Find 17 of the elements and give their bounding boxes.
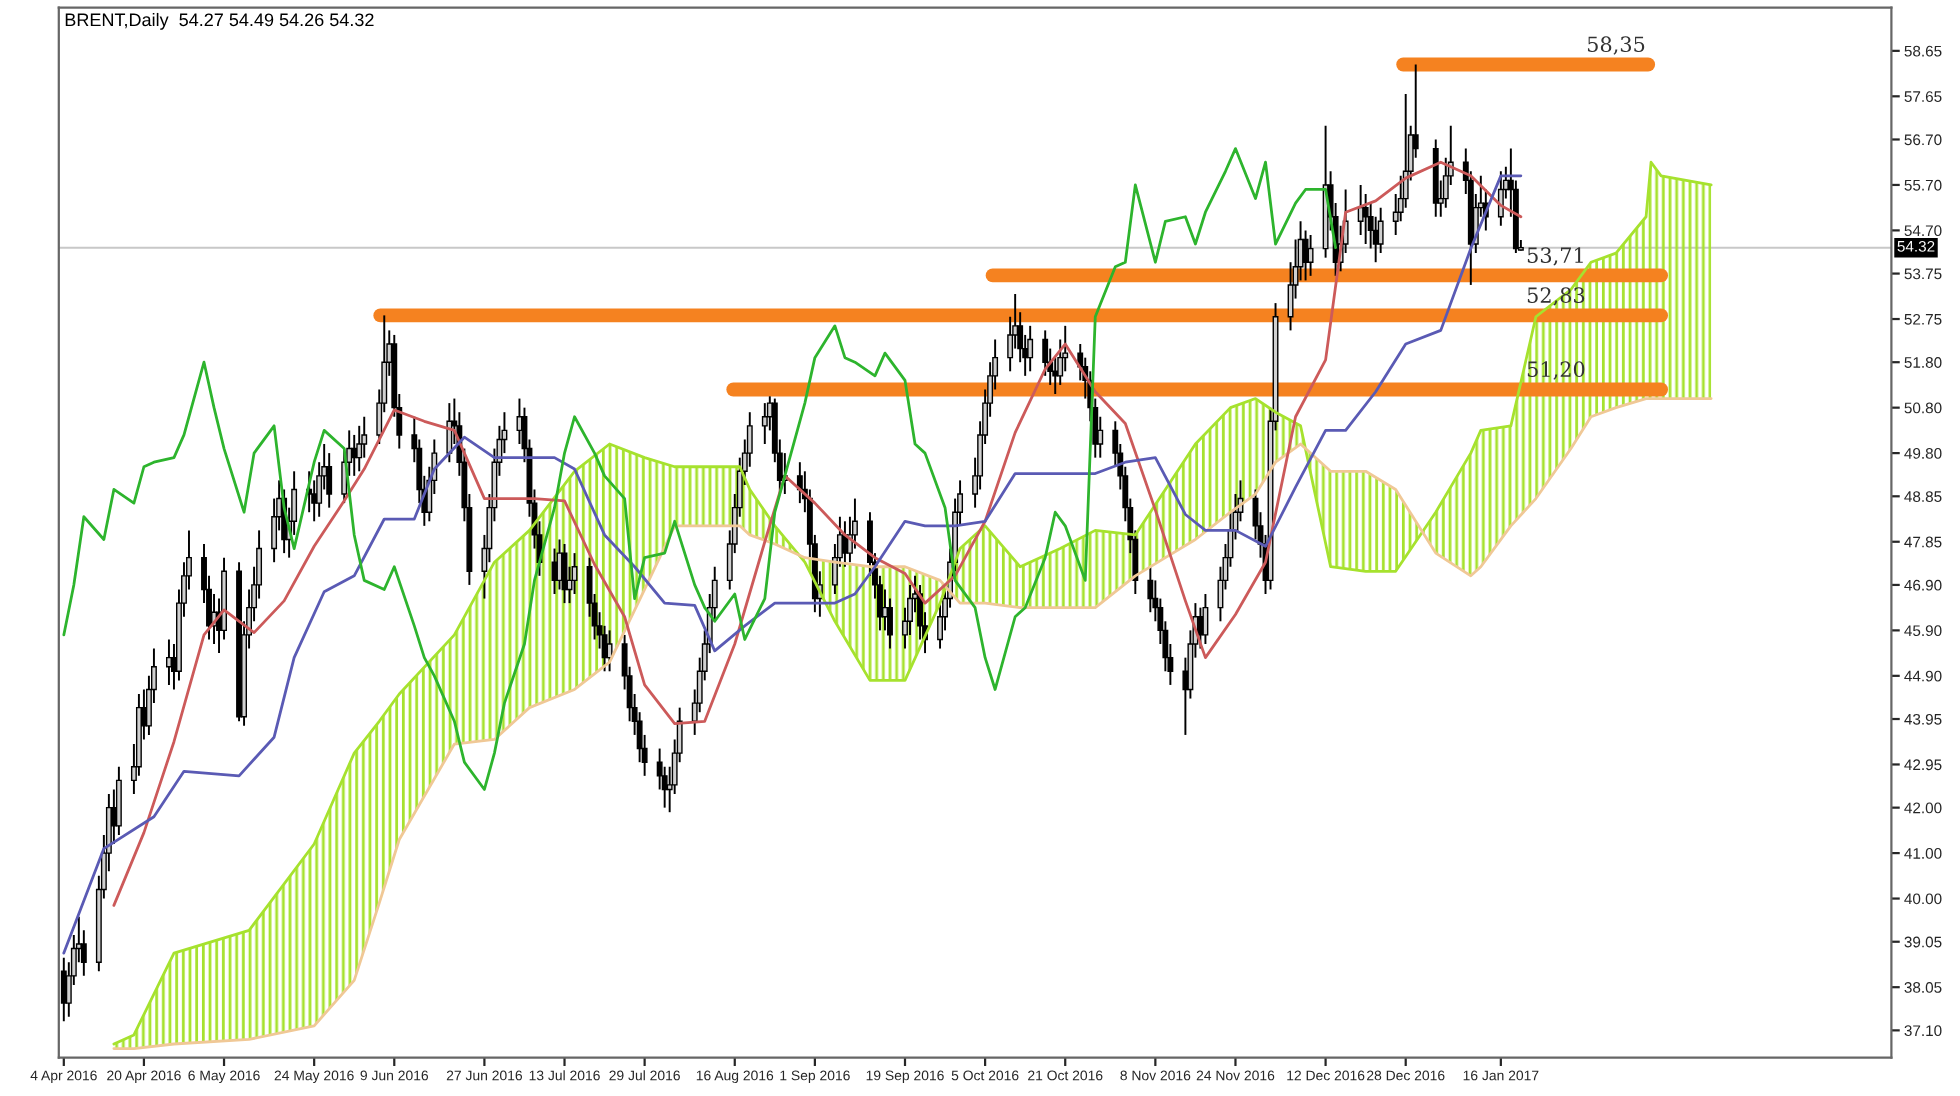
annotation: 53,71 xyxy=(1527,247,1583,266)
candlestick xyxy=(115,765,122,836)
candlestick xyxy=(606,629,613,673)
chart-title: BRENT,Daily 54.27 54.49 54.26 54.32 xyxy=(65,12,374,30)
line-series xyxy=(112,397,1713,1050)
candlestick xyxy=(1147,565,1154,614)
candlestick xyxy=(761,402,768,445)
candlestick xyxy=(356,424,363,473)
annotation: 58,35 xyxy=(1587,36,1645,55)
candlestick xyxy=(887,597,893,650)
line-series xyxy=(62,147,1337,791)
candlestick xyxy=(1202,593,1209,645)
candlestick xyxy=(1027,324,1034,373)
candlestick xyxy=(326,452,333,509)
candlestick xyxy=(1042,329,1049,377)
candlestick xyxy=(1302,229,1309,282)
candlestick xyxy=(1362,193,1369,245)
